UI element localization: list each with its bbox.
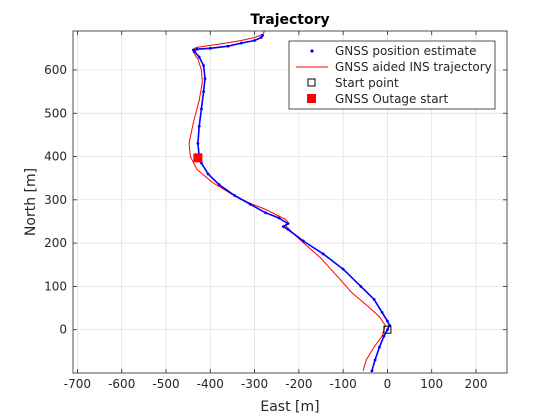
gnss-point [382,334,386,338]
legend-marker-outage [307,94,316,103]
y-tick-label: 600 [44,63,67,77]
gnss-point [208,46,212,50]
gnss-point [197,55,201,59]
gnss-point [248,202,252,206]
gnss-point [277,216,281,220]
outage-start-marker [193,153,203,163]
y-axis: 0 100 200 300 400 500 600 [44,63,507,337]
gnss-point [239,41,243,45]
gnss-point [386,328,389,332]
legend-label-gnss: GNSS position estimate [335,44,476,58]
gnss-point [281,225,285,229]
y-tick-label: 500 [44,106,67,120]
gnss-point [192,48,195,52]
gnss-point [206,172,210,176]
y-axis-label: North [m] [23,168,39,236]
gnss-point [380,310,384,314]
y-tick-label: 100 [44,279,67,293]
x-tick-label: -500 [152,377,179,391]
x-tick-label: -200 [285,377,312,391]
gnss-point [203,77,207,81]
gnss-point [370,369,374,373]
legend-box [288,40,496,110]
gnss-point [202,64,206,68]
series [188,30,392,373]
y-tick-label: 300 [44,193,67,207]
x-tick-label: 200 [465,377,488,391]
gnss-point [233,194,237,197]
x-tick-label: -100 [330,377,357,391]
gnss-track-line [192,34,391,372]
legend-marker-gnss [310,49,314,53]
legend-marker-start [307,78,316,87]
legend-entry-outage: GNSS Outage start [307,92,448,106]
y-tick-label: 0 [59,323,67,337]
gnss-point [321,252,325,256]
gnss-point [259,36,263,39]
gnss-point [373,358,377,362]
gnss-point [226,44,230,48]
plot-area [72,30,508,374]
legend-entry-gnss: GNSS position estimate [310,44,476,58]
x-axis-label: East [m] [260,399,319,415]
legend-label-outage: GNSS Outage start [335,92,448,106]
x-tick-label: 0 [384,377,392,391]
x-tick-label: 100 [420,377,443,391]
gnss-point [286,222,290,226]
gnss-point [196,142,200,145]
gnss-point [301,239,305,243]
gnss-point [197,124,201,128]
ins-trajectory-line [188,30,386,371]
gnss-point [202,90,206,94]
x-tick-label: -700 [64,377,91,391]
gnss-point [200,107,203,111]
gnss-point [264,211,268,215]
gnss-point [386,319,389,323]
legend-label-start: Start point [335,76,399,90]
x-tick-label: -600 [108,377,135,391]
gnss-point [261,33,264,37]
chart-title: Trajectory [250,12,329,28]
x-tick-label: -400 [197,377,224,391]
gnss-point [378,345,381,349]
x-tick-label: -300 [241,377,268,391]
legend-label-ins: GNSS aided INS trajectory [335,60,492,74]
y-tick-label: 200 [44,236,67,250]
start-point-marker [383,325,392,334]
legend: GNSS position estimate GNSS aided INS tr… [288,40,496,110]
gnss-point [341,267,345,271]
x-axis: -700 -600 -500 -400 -300 -200 -100 0 100 200 [64,31,488,391]
y-tick-label: 400 [44,150,67,164]
gnss-point [286,227,290,231]
legend-entry-ins: GNSS aided INS trajectory [296,60,492,74]
gnss-point [195,47,199,51]
legend-entry-start: Start point [307,76,399,90]
gnss-point [253,39,256,42]
gnss-point [217,183,221,187]
gnss-point [372,298,376,301]
gnss-point [359,285,363,288]
